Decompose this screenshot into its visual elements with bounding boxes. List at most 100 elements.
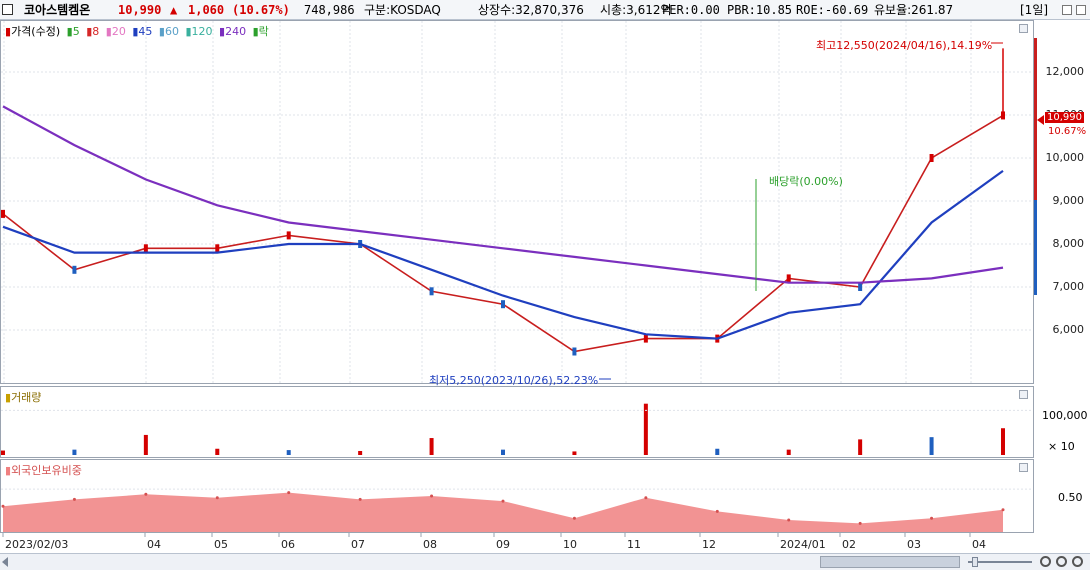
ma-legend-45: ▮45: [132, 25, 153, 38]
price-tick-9000: 9,000: [1053, 194, 1085, 207]
volume-tick-100000: 100,000: [1042, 409, 1088, 422]
series-0-point-9: [643, 334, 648, 343]
scroll-thumb[interactable]: [820, 556, 960, 568]
series-line-0[interactable]: [2, 114, 1004, 353]
series-0-point-1: [72, 265, 77, 274]
price-tick-8000: 8,000: [1053, 237, 1085, 250]
foreign-ratio-point-1: [72, 497, 76, 501]
drop-legend: ▮락: [252, 25, 269, 38]
volume-bar-4[interactable]: [286, 450, 291, 455]
volume-legend-marker: ▮: [5, 391, 12, 404]
ma-legend-60: ▮60: [158, 25, 179, 38]
ma-legend-8: ▮8: [86, 25, 100, 38]
foreign-close-button[interactable]: [1019, 463, 1028, 472]
stock-name[interactable]: 코아스템켐온: [24, 3, 91, 17]
volume-bar-11[interactable]: [786, 449, 791, 455]
period-selector[interactable]: [1일]: [1020, 3, 1049, 17]
market-type: 구분:KOSDAQ: [364, 3, 441, 17]
volume-bar-14[interactable]: [1001, 428, 1005, 455]
current-pct-tag: 10.67%: [1048, 126, 1087, 137]
close-button[interactable]: [1076, 5, 1086, 15]
zoom-slider[interactable]: [968, 561, 1032, 563]
foreign-ratio-point-13: [930, 516, 934, 520]
price-tick-6000: 6,000: [1053, 323, 1085, 336]
volume-bar-0[interactable]: [1, 450, 5, 455]
listed-shares: 상장수:32,870,376: [478, 3, 584, 17]
foreign-ratio-area[interactable]: [3, 492, 1003, 532]
zoom-in-icon[interactable]: [1056, 556, 1067, 567]
stock-info-bar: 코아스템켐온 10,990 ▲ 1,060 (10.67%) 748,986 구…: [0, 0, 1090, 20]
foreign-title-label: 외국인보유비중: [11, 464, 82, 477]
volume-bar-12[interactable]: [858, 439, 863, 455]
date-label-4: 07: [351, 538, 365, 551]
menu-square-icon[interactable]: [2, 4, 13, 15]
roe-value: ROE:-60.69: [796, 3, 869, 17]
date-label-12: 03: [907, 538, 921, 551]
market-cap: 시총:3,612억: [600, 3, 672, 17]
foreign-ratio-point-2: [144, 492, 148, 496]
volume-bar-5[interactable]: [358, 450, 363, 455]
date-label-9: 12: [702, 538, 716, 551]
panel-close-button[interactable]: [1019, 24, 1028, 33]
foreign-tick-050: 0.50: [1058, 491, 1083, 504]
scroll-left-arrow[interactable]: [2, 557, 8, 567]
series-line-1[interactable]: [2, 170, 1004, 340]
price-range-bar-up: [1034, 38, 1037, 293]
price-panel: ▮가격(수정) ▮5 ▮8 ▮20 ▮45 ▮60 ▮120 ▮240 ▮락 최…: [0, 20, 1034, 387]
foreign-ratio-point-8: [572, 516, 576, 520]
volume-chart[interactable]: [1, 387, 1033, 457]
price-tick-10000: 10,000: [1046, 151, 1085, 164]
zoom-reset-icon[interactable]: [1072, 556, 1083, 567]
date-label-11: 02: [842, 538, 856, 551]
zoom-out-icon[interactable]: [1040, 556, 1051, 567]
date-label-3: 06: [281, 538, 295, 551]
current-price: 10,990: [118, 3, 162, 17]
volume-title: ▮거래량: [5, 389, 41, 405]
price-legend-label: 가격(수정): [11, 25, 61, 38]
reserve-ratio: 유보율:261.87: [874, 3, 954, 17]
series-0-point-2: [143, 244, 148, 253]
series-0-point-11: [786, 274, 791, 283]
price-legend-marker: ▮: [5, 25, 12, 38]
series-0-point-13: [929, 154, 934, 162]
volume-bar-2[interactable]: [143, 434, 148, 455]
per-value: PER:0.00: [662, 3, 720, 17]
series-line-2[interactable]: [2, 105, 1004, 284]
volume-value: 748,986: [304, 3, 355, 17]
volume-bar-1[interactable]: [72, 449, 77, 455]
volume-bar-8[interactable]: [572, 451, 577, 455]
foreign-ratio-chart[interactable]: [1, 460, 1033, 532]
series-0-point-8: [572, 347, 577, 356]
foreign-ratio-point-12: [858, 521, 862, 525]
volume-bar-3[interactable]: [215, 448, 220, 455]
date-axis: 2023/02/03 04 05 06 07 08 09 10 11 12 2024/01 02 03 0…: [2, 533, 986, 551]
date-label-2: 05: [214, 538, 228, 551]
volume-bar-7[interactable]: [501, 449, 505, 455]
foreign-panel: ▮외국인보유비중: [0, 459, 1034, 533]
volume-bar-10[interactable]: [715, 448, 720, 455]
price-tick-12000: 12,000: [1046, 65, 1085, 78]
price-legend: ▮가격(수정) ▮5 ▮8 ▮20 ▮45 ▮60 ▮120 ▮240 ▮락: [5, 23, 269, 39]
zoom-slider-handle[interactable]: [972, 557, 978, 567]
current-price-arrow-icon: [1037, 115, 1044, 125]
date-label-0: 2023/02/03: [5, 538, 68, 551]
date-label-1: 04: [147, 538, 161, 551]
price-tick-7000: 7,000: [1053, 280, 1085, 293]
volume-bar-9[interactable]: [643, 403, 648, 455]
date-label-13: 04: [972, 538, 986, 551]
foreign-title: ▮외국인보유비중: [5, 462, 82, 478]
low-annotation: 최저5,250(2023/10/26),52.23%: [429, 374, 599, 387]
date-label-6: 09: [496, 538, 510, 551]
volume-close-button[interactable]: [1019, 390, 1028, 399]
pbr-value: PBR:10.85: [727, 3, 793, 17]
series-0-point-0: [1, 209, 5, 218]
volume-bar-6[interactable]: [429, 438, 434, 455]
price-chart[interactable]: [1, 21, 1033, 383]
minimize-button[interactable]: [1062, 5, 1072, 15]
ma-legend-120: ▮120: [185, 25, 213, 38]
volume-axis: 100,000 × 10: [1034, 386, 1090, 458]
chart-scrollbar[interactable]: [0, 553, 1090, 570]
volume-bar-13[interactable]: [929, 437, 934, 455]
